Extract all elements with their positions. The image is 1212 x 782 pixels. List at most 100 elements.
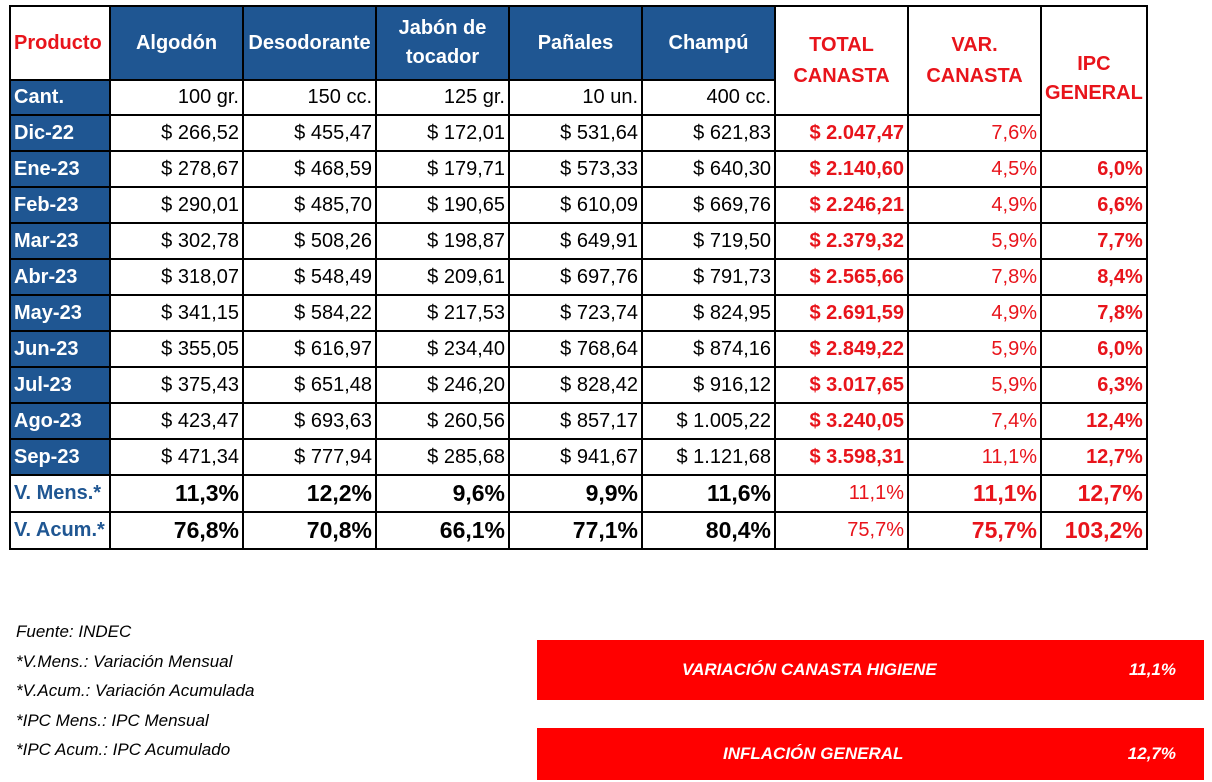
v-mens-row-label: V. Mens.* [9,474,111,513]
price-jabon: $ 260,56 [375,402,510,440]
note-source: Fuente: INDEC [16,622,132,641]
ipc-general-cell: 12,4% [1040,402,1148,440]
price-desodorante: $ 468,59 [242,150,377,188]
price-champu: $ 824,95 [641,294,776,332]
price-panales: $ 610,09 [508,186,643,224]
v-mens-row: V. Mens.* 11,3% 12,2% 9,6% 9,9% 11,6% 11,1% 11,… [9,474,1148,513]
header-jabon: Jabón de tocador [375,5,510,81]
table-row: Abr-23 $ 318,07 $ 548,49 $ 209,61 $ 697,76 $ … [9,258,1148,296]
var-canasta-cell: 4,9% [907,294,1042,332]
ipc-general-cell: 6,6% [1040,186,1148,224]
v-acum-row-label: V. Acum.* [9,511,111,550]
v-acum-row-algodon: 76,8% [109,511,244,550]
month-label: Abr-23 [9,258,111,296]
banner-variacion-canasta-value: 11,1% [1129,660,1176,679]
ipc-general-cell: 7,8% [1040,294,1148,332]
table-row: Mar-23 $ 302,78 $ 508,26 $ 198,87 $ 649,91 $ … [9,222,1148,260]
price-panales: $ 649,91 [508,222,643,260]
price-desodorante: $ 777,94 [242,438,377,476]
price-jabon: $ 172,01 [375,114,510,152]
price-jabon: $ 285,68 [375,438,510,476]
v-mens-row-ipc: 12,7% [1040,474,1148,513]
var-canasta-cell: 11,1% [907,438,1042,476]
price-panales: $ 857,17 [508,402,643,440]
price-panales: $ 697,76 [508,258,643,296]
cant-row: Cant. 100 gr. 150 cc. 125 gr. 10 un. 400… [9,79,1147,116]
v-acum-row-desodorante: 70,8% [242,511,377,550]
month-label: Jul-23 [9,366,111,404]
ipc-general-cell: 7,7% [1040,222,1148,260]
total-canasta-cell: $ 2.047,47 [774,114,909,152]
note-ipc-acum: *IPC Acum.: IPC Acumulado [16,740,231,759]
price-desodorante: $ 508,26 [242,222,377,260]
total-canasta-cell: $ 2.140,60 [774,150,909,188]
price-panales: $ 723,74 [508,294,643,332]
header-panales: Pañales [508,5,643,81]
price-champu: $ 916,12 [641,366,776,404]
price-algodon: $ 423,47 [109,402,244,440]
month-label: Feb-23 [9,186,111,224]
v-mens-row-panales: 9,9% [508,474,643,513]
cant-jabon: 125 gr. [375,79,510,116]
price-champu: $ 640,30 [641,150,776,188]
price-champu: $ 874,16 [641,330,776,368]
price-desodorante: $ 616,97 [242,330,377,368]
v-acum-row-ipc: 103,2% [1040,511,1148,550]
note-v-mens: *V.Mens.: Variación Mensual [16,651,233,671]
month-label: May-23 [9,294,111,332]
v-mens-row-desodorante: 12,2% [242,474,377,513]
table-row: Jun-23 $ 355,05 $ 616,97 $ 234,40 $ 768,64 $ … [9,330,1148,368]
price-jabon: $ 234,40 [375,330,510,368]
price-algodon: $ 266,52 [109,114,244,152]
month-label: Ene-23 [9,150,111,188]
v-mens-row-var: 11,1% [907,474,1042,513]
table-row: Sep-23 $ 471,34 $ 777,94 $ 285,68 $ 941,67 $ … [9,438,1148,476]
cant-algodon: 100 gr. [109,79,244,116]
header-var-canasta: VAR. CANASTA [907,5,1042,116]
month-label: Ago-23 [9,402,111,440]
var-canasta-cell: 7,4% [907,402,1042,440]
total-canasta-cell: $ 2.379,32 [774,222,909,260]
price-champu: $ 669,76 [641,186,776,224]
var-canasta-cell: 4,9% [907,186,1042,224]
header-algodon: Algodón [109,5,244,81]
month-label: Jun-23 [9,330,111,368]
v-mens-row-champu: 11,6% [641,474,776,513]
price-algodon: $ 375,43 [109,366,244,404]
table-row: Dic-22 $ 266,52 $ 455,47 $ 172,01 $ 531,64 $ … [9,114,1147,152]
cant-label: Cant. [9,79,111,116]
note-v-acum: *V.Acum.: Variación Acumulada [16,681,255,700]
v-acum-row-champu: 80,4% [641,511,776,550]
total-canasta-cell: $ 3.240,05 [774,402,909,440]
cant-desodorante: 150 cc. [242,79,377,116]
v-mens-row-total: 11,1% [774,474,909,513]
var-canasta-cell: 5,9% [907,330,1042,368]
price-jabon: $ 217,53 [375,294,510,332]
var-canasta-cell: 5,9% [907,366,1042,404]
price-algodon: $ 471,34 [109,438,244,476]
price-panales: $ 768,64 [508,330,643,368]
var-canasta-cell: 7,6% [907,114,1042,152]
table-row: Ago-23 $ 423,47 $ 693,63 $ 260,56 $ 857,17 $ … [9,402,1148,440]
ipc-general-cell: 8,4% [1040,258,1148,296]
price-jabon: $ 209,61 [375,258,510,296]
header-row: Producto Algodón Desodorante Jabón de to… [9,5,1148,152]
month-label: Mar-23 [9,222,111,260]
price-panales: $ 531,64 [508,114,643,152]
total-canasta-cell: $ 3.598,31 [774,438,909,476]
price-champu: $ 621,83 [641,114,776,152]
v-acum-row-total: 75,7% [774,511,909,550]
price-champu: $ 1.005,22 [641,402,776,440]
price-panales: $ 941,67 [508,438,643,476]
price-algodon: $ 302,78 [109,222,244,260]
table-row: May-23 $ 341,15 $ 584,22 $ 217,53 $ 723,74 $ … [9,294,1148,332]
note-ipc-mens: *IPC Mens.: IPC Mensual [16,710,209,730]
ipc-general-cell: 6,0% [1040,330,1148,368]
header-total-canasta: TOTAL CANASTA [774,5,909,116]
var-canasta-cell: 7,8% [907,258,1042,296]
v-acum-row-jabon: 66,1% [375,511,510,550]
var-canasta-cell: 4,5% [907,150,1042,188]
price-jabon: $ 190,65 [375,186,510,224]
price-algodon: $ 278,67 [109,150,244,188]
ipc-general-cell: 6,0% [1040,150,1148,188]
